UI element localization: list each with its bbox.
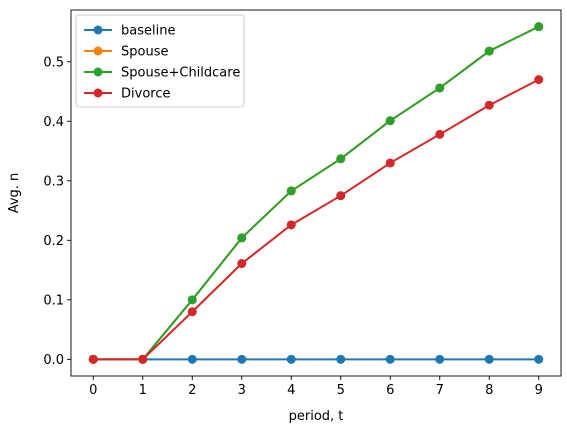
- data-point: [88, 354, 98, 364]
- y-tick-label: 0.2: [43, 234, 64, 249]
- data-point: [385, 116, 395, 126]
- data-point: [336, 191, 346, 201]
- x-tick-label: 4: [287, 383, 295, 398]
- x-tick-label: 8: [485, 383, 493, 398]
- data-point: [237, 259, 247, 269]
- data-point: [385, 354, 395, 364]
- data-point: [534, 22, 544, 32]
- legend-item: baseline: [84, 24, 175, 39]
- y-tick-label: 0.4: [43, 115, 64, 130]
- legend-label: Spouse+Childcare: [121, 66, 240, 81]
- legend-label: Spouse: [121, 45, 168, 60]
- x-tick-label: 6: [386, 383, 394, 398]
- data-point: [336, 154, 346, 164]
- data-point: [534, 75, 544, 85]
- legend-item: Spouse: [84, 45, 168, 60]
- data-point: [187, 354, 197, 364]
- x-tick-label: 7: [436, 383, 444, 398]
- x-axis-label: period, t: [289, 409, 344, 424]
- legend-marker: [93, 25, 103, 35]
- x-tick-label: 2: [188, 383, 196, 398]
- legend-label: Divorce: [121, 87, 170, 102]
- legend-marker: [93, 88, 103, 98]
- x-tick-label: 0: [89, 383, 97, 398]
- data-point: [435, 83, 445, 93]
- series-divorce: [88, 75, 544, 364]
- data-point: [237, 354, 247, 364]
- data-point: [484, 354, 494, 364]
- y-tick-label: 0.3: [43, 174, 64, 189]
- legend-marker: [93, 67, 103, 77]
- data-point: [286, 354, 296, 364]
- data-point: [534, 354, 544, 364]
- legend-label: baseline: [121, 24, 175, 39]
- data-point: [336, 354, 346, 364]
- x-tick-label: 9: [535, 383, 543, 398]
- x-tick-label: 5: [337, 383, 345, 398]
- data-point: [138, 354, 148, 364]
- y-axis-label: Avg. n: [7, 173, 22, 214]
- data-point: [484, 46, 494, 56]
- data-point: [435, 129, 445, 139]
- legend-item: Divorce: [84, 87, 170, 102]
- data-point: [385, 158, 395, 168]
- x-tick-label: 3: [238, 383, 246, 398]
- data-point: [484, 100, 494, 110]
- y-tick-label: 0.5: [43, 55, 64, 70]
- data-point: [187, 295, 197, 305]
- x-tick-label: 1: [139, 383, 147, 398]
- plot-area: [88, 22, 544, 364]
- series-line: [93, 25, 540, 361]
- data-point: [237, 233, 247, 243]
- x-axis-ticks: 0 1 2 3 4 5 6 7 8 9: [89, 376, 543, 398]
- y-tick-label: 0.0: [43, 353, 64, 368]
- data-point: [286, 220, 296, 230]
- plot-frame: [70, 9, 562, 377]
- data-point: [435, 354, 445, 364]
- data-point: [286, 186, 296, 196]
- legend-box: [75, 14, 245, 108]
- legend: baseline Spouse Spouse+Childcare Divorce: [75, 14, 245, 108]
- legend-marker: [93, 46, 103, 56]
- data-point: [187, 307, 197, 317]
- series-line: [93, 78, 540, 361]
- y-axis-ticks: 0.0 0.1 0.2 0.3 0.4 0.5: [43, 55, 71, 368]
- legend-item: Spouse+Childcare: [84, 66, 240, 81]
- y-tick-label: 0.1: [43, 293, 64, 308]
